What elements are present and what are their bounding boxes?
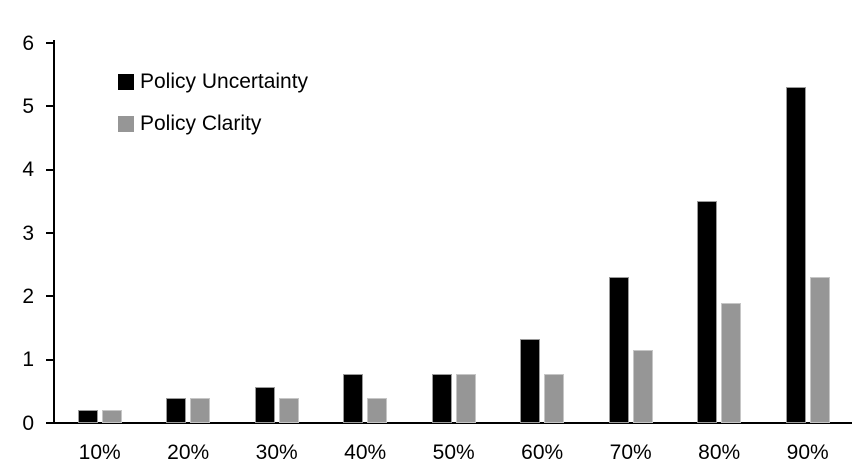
bar-policy-clarity-70%: [632, 350, 653, 423]
bar-policy-clarity-50%: [455, 374, 476, 423]
y-tick-label-5: 5: [22, 94, 34, 118]
y-tick-label-3: 3: [22, 221, 34, 245]
y-tick-mark-4: [46, 168, 54, 171]
bar-policy-uncertainty-90%: [785, 87, 806, 423]
bar-policy-uncertainty-80%: [697, 201, 718, 423]
x-tick-label-60%: 60%: [521, 441, 564, 464]
x-axis-line: [46, 422, 852, 424]
bar-policy-uncertainty-50%: [431, 373, 452, 423]
y-axis-line: [53, 40, 55, 424]
y-tick-mark-1: [46, 358, 54, 361]
bar-policy-clarity-20%: [190, 397, 211, 423]
x-tick-label-50%: 50%: [432, 441, 475, 464]
x-tick-label-90%: 90%: [786, 441, 829, 464]
bar-policy-uncertainty-10%: [77, 410, 98, 423]
x-tick-label-70%: 70%: [609, 441, 652, 464]
legend-swatch-policy-uncertainty: [118, 74, 134, 90]
bar-policy-uncertainty-60%: [520, 338, 541, 423]
legend-item-policy-clarity: Policy Clarity: [118, 112, 261, 136]
bar-policy-clarity-90%: [809, 277, 830, 423]
y-tick-label-1: 1: [22, 348, 34, 372]
bar-policy-uncertainty-20%: [166, 397, 187, 423]
x-tick-label-80%: 80%: [698, 441, 741, 464]
y-tick-label-0: 0: [22, 411, 34, 435]
bar-policy-uncertainty-30%: [254, 386, 275, 423]
bar-policy-uncertainty-70%: [608, 277, 629, 423]
y-tick-mark-6: [46, 42, 54, 45]
y-tick-label-2: 2: [22, 284, 34, 308]
bar-policy-clarity-60%: [544, 374, 565, 423]
bar-policy-clarity-80%: [721, 302, 742, 423]
x-tick-label-20%: 20%: [167, 441, 210, 464]
x-tick-label-40%: 40%: [344, 441, 387, 464]
bar-policy-clarity-40%: [367, 397, 388, 423]
y-tick-mark-0: [46, 422, 54, 424]
legend-swatch-policy-clarity: [118, 116, 134, 132]
bar-policy-clarity-30%: [278, 397, 299, 423]
y-tick-mark-3: [46, 232, 54, 234]
y-tick-label-6: 6: [22, 31, 34, 55]
bar-policy-clarity-10%: [101, 410, 122, 423]
x-tick-label-10%: 10%: [78, 441, 121, 464]
y-tick-mark-5: [46, 105, 54, 108]
bar-policy-uncertainty-40%: [343, 374, 364, 423]
y-tick-label-4: 4: [22, 158, 34, 182]
legend-label-policy-clarity: Policy Clarity: [140, 112, 262, 135]
x-tick-label-30%: 30%: [255, 441, 298, 464]
y-tick-mark-2: [46, 295, 54, 298]
legend-item-policy-uncertainty: Policy Uncertainty: [118, 70, 308, 94]
legend-label-policy-uncertainty: Policy Uncertainty: [140, 70, 309, 93]
